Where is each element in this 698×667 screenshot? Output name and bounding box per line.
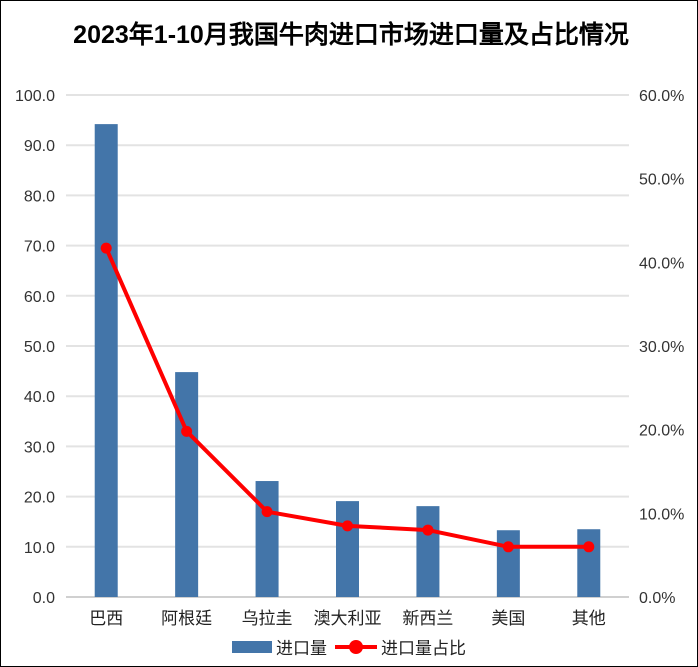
line-point — [583, 541, 595, 553]
bar — [255, 481, 279, 597]
bar — [336, 501, 359, 597]
left-tick-label: 80.0 — [24, 188, 55, 205]
category-label: 新西兰 — [402, 609, 453, 629]
left-tick-label: 0.0 — [33, 590, 55, 607]
chart-title: 2023年1-10月我国牛肉进口市场进口量及占比情况 — [73, 21, 629, 49]
right-tick-label: 50.0% — [639, 172, 684, 189]
left-tick-label: 70.0 — [24, 239, 55, 256]
legend-line-swatch — [335, 639, 377, 654]
category-label: 乌拉圭 — [242, 609, 293, 629]
category-label: 美国 — [491, 609, 525, 629]
right-tick-label: 30.0% — [639, 339, 684, 356]
left-tick-label: 30.0 — [24, 439, 55, 456]
left-tick-label: 60.0 — [24, 289, 55, 306]
line-point — [100, 242, 112, 254]
legend-label: 进口量占比 — [381, 639, 466, 659]
right-tick-label: 40.0% — [639, 255, 684, 272]
line-point — [422, 524, 434, 536]
left-tick-label: 40.0 — [24, 389, 55, 406]
legend-bar-swatch — [232, 640, 272, 653]
category-label: 其他 — [572, 609, 606, 629]
bar — [496, 530, 520, 597]
right-tick-label: 10.0% — [639, 506, 684, 523]
line-point — [502, 541, 514, 553]
line-point — [181, 425, 193, 437]
right-tick-label: 20.0% — [639, 423, 684, 440]
left-tick-label: 100.0 — [15, 88, 55, 105]
bar — [416, 506, 440, 597]
right-tick-label: 60.0% — [639, 88, 684, 105]
left-tick-label: 50.0 — [24, 339, 55, 356]
line-point — [261, 506, 273, 518]
left-tick-label: 90.0 — [24, 138, 55, 155]
line-point — [342, 520, 353, 532]
category-label: 阿根廷 — [161, 609, 212, 629]
legend-item-bar: 进口量 — [232, 634, 327, 659]
bar — [94, 124, 118, 597]
legend: 进口量 进口量占比 — [1, 634, 697, 659]
legend-item-line: 进口量占比 — [335, 634, 466, 659]
right-tick-label: 0.0% — [639, 590, 675, 607]
category-label: 巴西 — [89, 609, 123, 629]
bar — [175, 372, 199, 597]
bar — [577, 529, 601, 597]
category-label: 澳大利亚 — [314, 609, 382, 629]
legend-label: 进口量 — [276, 639, 327, 659]
left-tick-label: 20.0 — [24, 490, 55, 507]
left-tick-label: 10.0 — [24, 540, 55, 557]
